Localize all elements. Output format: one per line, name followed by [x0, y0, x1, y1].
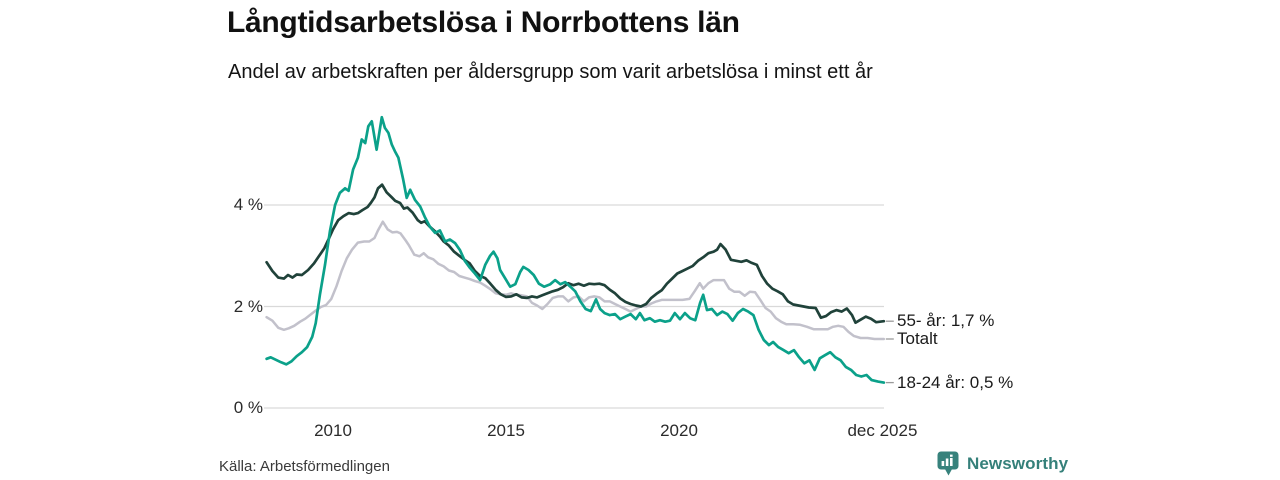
y-tick-label: 0 % — [233, 398, 263, 417]
x-axis: 2010 2015 2020 dec 2025 — [0, 421, 1280, 445]
chart-subtitle: Andel av arbetskraften per åldersgrupp s… — [228, 61, 873, 83]
x-tick-label: 2015 — [487, 421, 525, 440]
series-line-55-ar — [265, 183, 886, 325]
series-end-labels: Totalt 55- år: 1,7 % 18-24 år: 0,5 % — [897, 0, 1137, 480]
series-end-label-55-ar: 55- år: 1,7 % — [897, 311, 995, 331]
newsworthy-logo-icon — [937, 451, 959, 476]
x-tick-label: dec 2025 — [847, 421, 918, 440]
x-tick-label: 2020 — [660, 421, 698, 440]
page-title: Långtidsarbetslösa i Norrbottens län — [227, 6, 740, 39]
y-tick-label: 4 % — [233, 195, 263, 214]
x-tick-label: 2010 — [314, 421, 352, 440]
series-line-18-24-ar — [265, 115, 886, 384]
series-end-label-18-24-ar: 18-24 år: 0,5 % — [897, 372, 1014, 392]
series-line-totalt — [265, 220, 886, 341]
newsworthy-logo-text: Newsworthy — [967, 454, 1069, 473]
y-tick-label: 2 % — [233, 296, 263, 316]
source-credit: Källa: Arbetsförmedlingen — [219, 458, 390, 475]
newsworthy-logo[interactable]: Newsworthy — [937, 451, 1068, 477]
series-end-label-totalt: Totalt — [897, 328, 938, 348]
